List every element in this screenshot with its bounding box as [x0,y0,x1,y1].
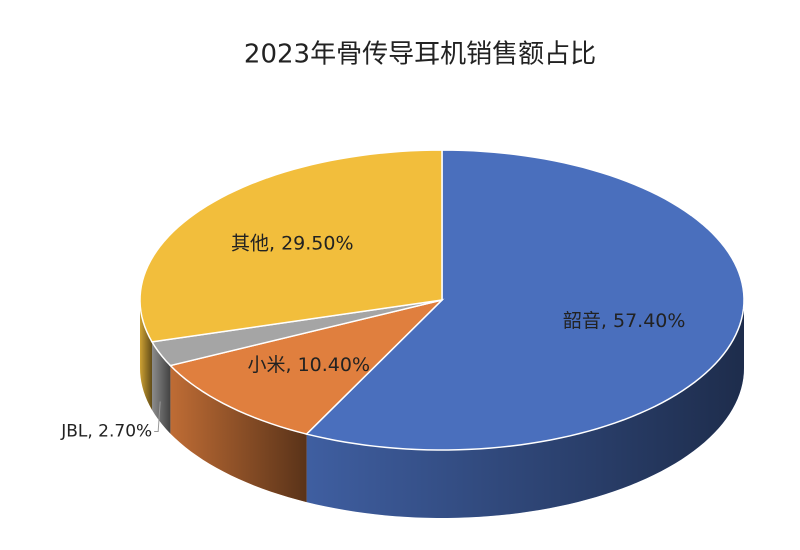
slice-side-shade [306,300,744,518]
data-label: 小米, 10.40% [248,354,371,376]
slice-side-shade [151,341,171,434]
data-label: 其他, 29.50% [231,233,354,255]
slice [139,149,443,343]
slice-side-shade [140,300,152,410]
slice [305,149,745,451]
leader-line [154,401,161,433]
data-label: 韶音, 57.40% [563,310,686,332]
slice-side-shade [170,365,307,503]
slice [150,299,443,367]
chart-title: 2023年骨传导耳机销售额占比 [244,40,596,70]
slice [168,298,445,435]
data-label: JBL, 2.70% [60,422,152,442]
